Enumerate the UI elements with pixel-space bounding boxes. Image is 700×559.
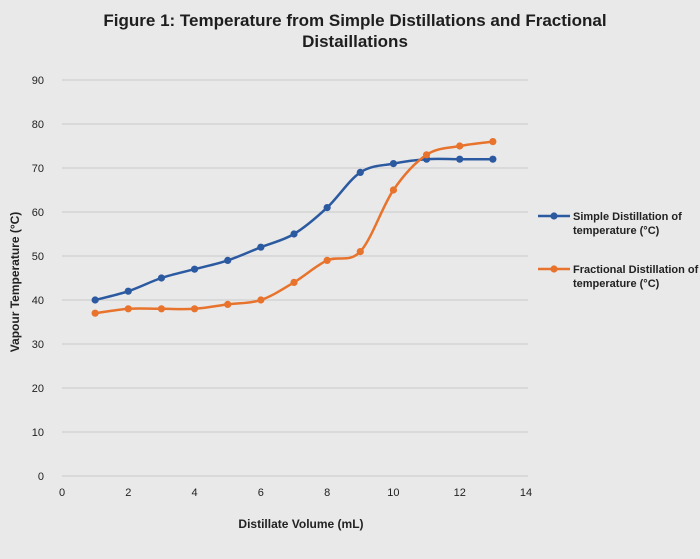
data-point-series-2	[422, 151, 431, 159]
gridlines	[62, 79, 528, 477]
y-tick-label: 10	[32, 427, 44, 439]
data-point-series-2	[323, 256, 331, 264]
data-point-series-1	[91, 296, 99, 304]
y-tick-label: 0	[38, 471, 44, 483]
y-tick-label: 80	[32, 119, 44, 131]
data-point-series-1	[157, 274, 166, 282]
data-point-series-2	[157, 305, 166, 313]
data-point-series-1	[389, 160, 398, 168]
data-point-series-2	[456, 142, 464, 150]
data-point-series-2	[489, 138, 497, 146]
series-line-2	[94, 140, 494, 315]
x-tick-label: 4	[192, 487, 198, 499]
data-point-series-1	[489, 155, 497, 163]
legend: Simple Distillation of temperature (°C) Fr…	[538, 211, 699, 290]
data-point-series-2	[224, 300, 232, 308]
x-tick-label: 12	[454, 487, 466, 499]
data-point-series-1	[356, 168, 364, 176]
y-tick-label: 50	[32, 251, 44, 263]
y-tick-labels: 0 10 20 30 40 50 60 70 80 90	[32, 75, 44, 483]
legend-label-1-line-1: Simple Distillation of	[573, 211, 682, 223]
data-point-series-2	[389, 186, 398, 194]
chart-title-line-1: Figure 1: Temperature from Simple Distil…	[103, 11, 606, 30]
legend-label-2-line-2: temperature (°C)	[573, 278, 660, 290]
legend-marker-2	[550, 265, 558, 273]
data-point-series-1	[124, 287, 132, 295]
legend-label-1-line-2: temperature (°C)	[573, 225, 660, 237]
y-tick-label: 20	[32, 383, 44, 395]
chart-title-line-2: Distaillations	[302, 32, 408, 51]
data-point-series-1	[224, 256, 232, 264]
data-point-series-1	[323, 204, 331, 212]
data-point-series-2	[257, 296, 265, 304]
data-point-series-2	[290, 278, 298, 286]
x-tick-label: 10	[387, 487, 399, 499]
y-tick-label: 60	[32, 207, 44, 219]
x-tick-label: 0	[59, 487, 65, 499]
data-point-series-2	[190, 305, 199, 313]
x-tick-labels: 0 2 4 6 8 10 12 14	[59, 487, 532, 499]
y-tick-label: 30	[32, 339, 44, 351]
data-point-series-1	[290, 230, 298, 238]
series-group	[91, 138, 497, 317]
data-point-series-1	[257, 243, 265, 251]
x-tick-label: 2	[125, 487, 131, 499]
data-point-series-2	[124, 305, 132, 313]
legend-marker-1	[550, 212, 558, 220]
data-point-series-2	[91, 309, 99, 317]
x-tick-label: 6	[258, 487, 264, 499]
data-point-series-1	[190, 265, 199, 273]
y-tick-label: 40	[32, 295, 44, 307]
x-tick-label: 14	[520, 487, 532, 499]
y-tick-label: 90	[32, 75, 44, 87]
x-axis-title: Distillate Volume (mL)	[238, 517, 363, 531]
data-point-series-1	[456, 155, 464, 163]
y-axis-title: Vapour Temperature (°C)	[8, 212, 22, 353]
data-point-series-2	[356, 248, 364, 256]
legend-label-2-line-1: Fractional Distillation of	[573, 264, 699, 276]
y-tick-label: 70	[32, 163, 44, 175]
x-tick-label: 8	[324, 487, 330, 499]
